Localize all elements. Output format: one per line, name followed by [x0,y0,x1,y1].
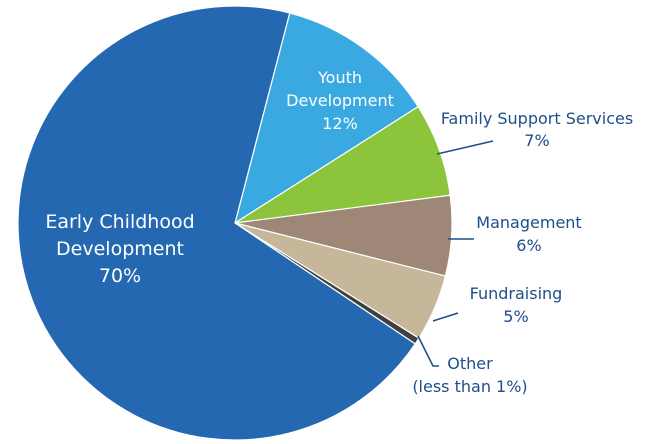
slice-label-line: Fundraising [470,284,563,303]
pie-labels: Youth Development 12% Family Support Servic… [45,68,633,396]
slice-label-youth: Youth Development 12% [286,68,394,133]
slice-label-management: Management 6% [476,213,581,255]
slice-label-line: Development [56,238,184,260]
leader-line-family-support-services [436,140,494,155]
slice-label-fundraising: Fundraising 5% [470,284,563,326]
pie-slice-early-childhood [17,5,416,441]
slice-label-line: 70% [99,265,141,287]
slice-label-line: Family Support Services [441,109,633,128]
leader-line-fundraising [432,312,459,322]
slice-label-line: (less than 1%) [412,377,527,396]
slice-label-line: 7% [524,131,549,150]
slice-label-line: 5% [503,307,528,326]
slice-label-line: 12% [322,114,358,133]
pie-slices [17,5,453,441]
slice-label-early-childhood: Early Childhood Development 70% [45,211,194,287]
slice-label-line: Other [447,354,493,373]
slice-label-family-support-services: Family Support Services 7% [441,109,633,150]
pie-slice-youth [234,12,419,224]
slice-label-line: 6% [516,236,541,255]
slice-label-line: Youth [317,68,362,87]
slice-label-line: Management [476,213,581,232]
slice-label-line: Development [286,91,394,110]
slice-label-other: Other (less than 1%) [412,354,527,396]
leader-line-other [417,335,439,367]
slice-label-line: Early Childhood [45,211,194,233]
